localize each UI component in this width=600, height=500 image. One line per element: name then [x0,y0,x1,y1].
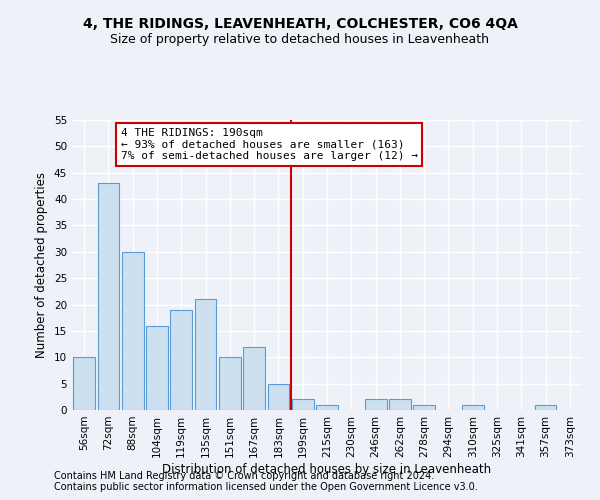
Bar [194,300,217,410]
Bar [413,404,435,410]
Bar [462,404,484,410]
Bar [365,400,386,410]
Text: Contains HM Land Registry data © Crown copyright and database right 2024.: Contains HM Land Registry data © Crown c… [54,471,434,481]
Y-axis label: Number of detached properties: Number of detached properties [35,172,49,358]
Bar [146,326,168,410]
Bar [535,404,556,410]
Text: 4, THE RIDINGS, LEAVENHEATH, COLCHESTER, CO6 4QA: 4, THE RIDINGS, LEAVENHEATH, COLCHESTER,… [83,18,517,32]
Bar [292,400,314,410]
Text: Contains public sector information licensed under the Open Government Licence v3: Contains public sector information licen… [54,482,478,492]
Text: Size of property relative to detached houses in Leavenheath: Size of property relative to detached ho… [110,32,490,46]
Bar [170,310,192,410]
Bar [389,400,411,410]
Bar [73,358,95,410]
Bar [316,404,338,410]
Bar [122,252,143,410]
Bar [268,384,289,410]
Bar [97,184,119,410]
Bar [219,358,241,410]
Bar [243,346,265,410]
Text: 4 THE RIDINGS: 190sqm
← 93% of detached houses are smaller (163)
7% of semi-deta: 4 THE RIDINGS: 190sqm ← 93% of detached … [121,128,418,161]
X-axis label: Distribution of detached houses by size in Leavenheath: Distribution of detached houses by size … [163,462,491,475]
